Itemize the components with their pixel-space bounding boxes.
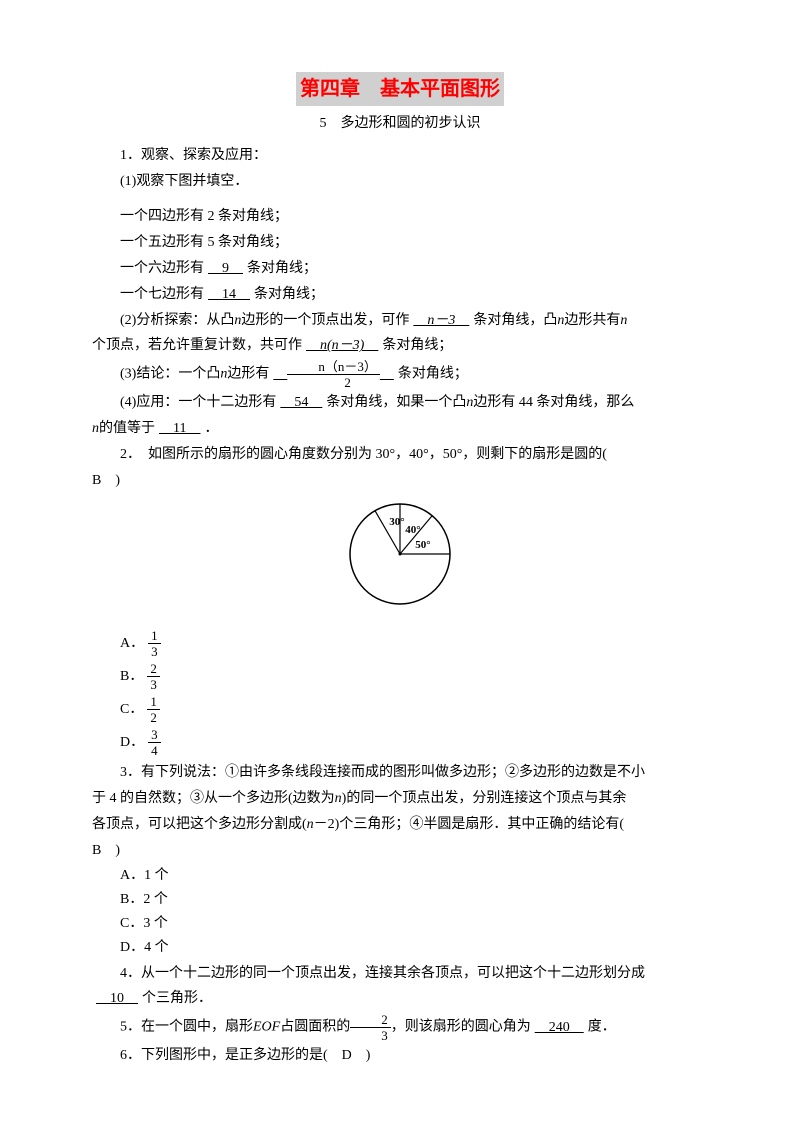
angle-label-30: 30° — [389, 516, 404, 528]
q1-sub2-b: 个顶点，若允许重复计数，共可作 n(n－3) 条对角线； — [92, 334, 708, 358]
q3-line2: 于 4 的自然数；③从一个多边形(边数为n)的同一个顶点出发，分别连接这个顶点与… — [92, 787, 708, 811]
q1-line-c-post: 条对角线； — [247, 261, 317, 276]
q1-lead: 1．观察、探索及应用： — [92, 144, 708, 168]
q2-opt-c: C． 12 — [120, 695, 708, 724]
q5: 5．在一个圆中，扇形EOF占圆面积的23，则该扇形的圆心角为 240 度． — [92, 1013, 708, 1042]
q6: 6．下列图形中，是正多边形的是( D ) — [92, 1044, 708, 1068]
q2-options: A． 13 B． 23 C． 12 D． 34 — [120, 629, 708, 757]
q3-opt-b: B．2 个 — [120, 888, 708, 912]
chapter-title: 第四章 基本平面图形 — [296, 72, 504, 106]
q3-line1: 3．有下列说法：①由许多条线段连接而成的图形叫做多边形；②多边形的边数是不小 — [92, 761, 708, 785]
q1-line-b: 一个五边形有 5 条对角线； — [92, 231, 708, 255]
angle-label-50: 50° — [415, 539, 430, 551]
chapter-title-row: 第四章 基本平面图形 — [92, 72, 708, 106]
q1-sub4-b: n的值等于 11 ． — [92, 417, 708, 441]
q1-line-a: 一个四边形有 2 条对角线； — [92, 205, 708, 229]
q2-opt-a: A． 13 — [120, 629, 708, 658]
q1-line-c-ans: 9 — [204, 261, 247, 276]
q3-ans: B ) — [92, 839, 708, 863]
angle-label-40: 40° — [405, 524, 420, 536]
q1-line-d-ans: 14 — [204, 287, 254, 302]
q2-text-b: B ) — [92, 469, 708, 493]
q1-sub3-blank: n（n－3）2 — [269, 367, 398, 382]
q4-line2: 10 个三角形． — [92, 987, 708, 1011]
q1-sub3: (3)结论：一个凸n边形有 n（n－3）2 条对角线； — [92, 360, 708, 389]
q1-line-c-pre: 一个六边形有 — [120, 261, 204, 276]
q2-text-a: 2． 如图所示的扇形的圆心角度数分别为 30°，40°，50°，则剩下的扇形是圆… — [92, 443, 708, 467]
q3-opt-d: D．4 个 — [120, 936, 708, 960]
q1-line-d: 一个七边形有 14 条对角线； — [92, 283, 708, 307]
q3-line3: 各顶点，可以把这个多边形分割成(n－2)个三角形；④半圆是扇形．其中正确的结论有… — [92, 813, 708, 837]
q1-line-c: 一个六边形有 9 条对角线； — [92, 257, 708, 281]
q1-sub2: (2)分析探索：从凸n边形的一个顶点出发，可作 n－3 条对角线，凸n边形共有n — [92, 309, 708, 333]
q4-line1: 4．从一个十二边形的同一个顶点出发，连接其余各顶点，可以把这个十二边形划分成 — [92, 962, 708, 986]
q1-sub1-lead: (1)观察下图并填空． — [92, 170, 708, 194]
q2-opt-d: D． 34 — [120, 728, 708, 757]
q3-options: A．1 个 B．2 个 C．3 个 D．4 个 — [120, 864, 708, 959]
q2-opt-b: B． 23 — [120, 662, 708, 691]
section-subtitle: 5 多边形和圆的初步认识 — [92, 112, 708, 136]
q1-line-d-post: 条对角线； — [254, 287, 324, 302]
q3-opt-c: C．3 个 — [120, 912, 708, 936]
q1-line-d-pre: 一个七边形有 — [120, 287, 204, 302]
q1-sub4-a: (4)应用：一个十二边形有 54 条对角线，如果一个凸n边形有 44 条对角线，… — [92, 391, 708, 415]
q2-figure: 30° 40° 50° — [92, 498, 708, 619]
q3-opt-a: A．1 个 — [120, 864, 708, 888]
